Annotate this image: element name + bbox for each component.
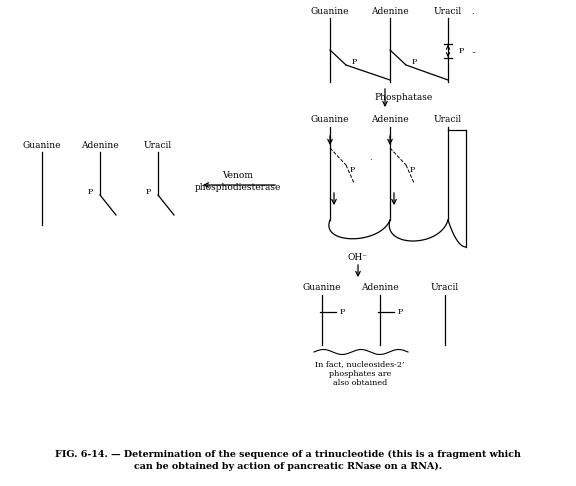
Text: Uracil: Uracil — [144, 140, 172, 150]
Text: Venom: Venom — [222, 171, 253, 179]
Text: In fact, nucleosides-2’: In fact, nucleosides-2’ — [315, 360, 405, 368]
Text: can be obtained by action of pancreatic RNase on a RNA).: can be obtained by action of pancreatic … — [134, 462, 442, 471]
Text: Phosphatase: Phosphatase — [375, 93, 433, 103]
Text: Guanine: Guanine — [303, 283, 341, 293]
Text: FIG. 6-14. — Determination of the sequence of a trinucleotide (this is a fragmen: FIG. 6-14. — Determination of the sequen… — [55, 450, 521, 459]
Text: Uracil: Uracil — [434, 116, 462, 124]
Text: P: P — [350, 166, 355, 174]
Text: OH⁻: OH⁻ — [348, 254, 368, 262]
Text: phosphates are: phosphates are — [329, 370, 391, 378]
Text: P: P — [145, 188, 151, 196]
Text: P: P — [339, 308, 344, 316]
Text: Guanine: Guanine — [22, 140, 61, 150]
Text: Adenine: Adenine — [371, 7, 409, 17]
Text: phosphodiesterase: phosphodiesterase — [195, 184, 281, 192]
Text: P: P — [458, 47, 464, 55]
Text: P: P — [410, 166, 415, 174]
Text: also obtained: also obtained — [333, 379, 387, 387]
Text: ..: .. — [472, 47, 476, 55]
Text: Adenine: Adenine — [81, 140, 119, 150]
Text: P: P — [88, 188, 93, 196]
Text: Uracil: Uracil — [434, 7, 462, 17]
Text: P: P — [397, 308, 403, 316]
Text: Uracil: Uracil — [431, 283, 459, 293]
Text: P: P — [351, 58, 357, 66]
Text: .: . — [369, 154, 372, 162]
Text: Adenine: Adenine — [371, 116, 409, 124]
Text: Guanine: Guanine — [310, 116, 349, 124]
Text: Adenine: Adenine — [361, 283, 399, 293]
Text: Guanine: Guanine — [310, 7, 349, 17]
Text: P: P — [411, 58, 416, 66]
Text: .: . — [471, 8, 473, 16]
